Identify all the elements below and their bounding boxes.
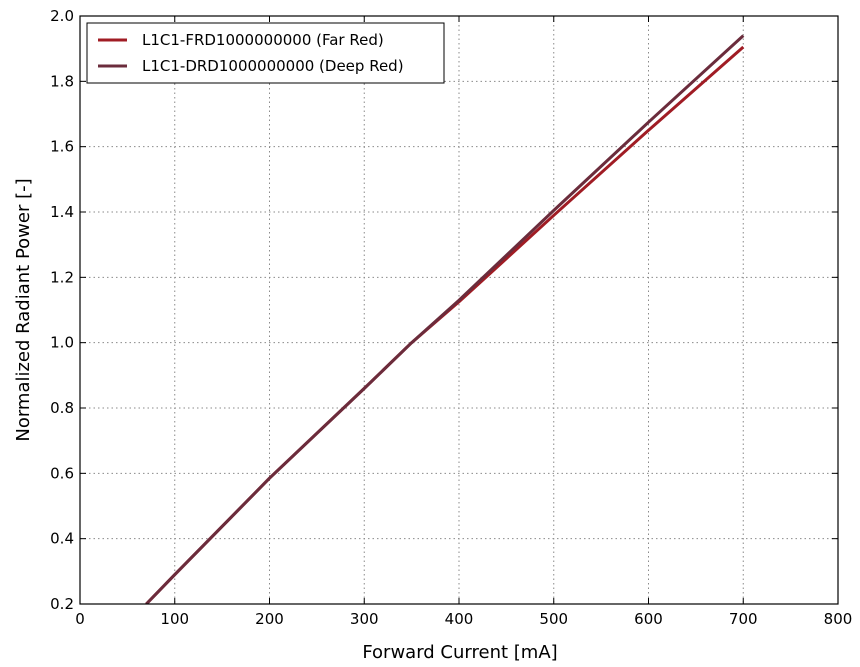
- x-tick-label: 500: [539, 610, 568, 628]
- x-tick-label: 0: [75, 610, 85, 628]
- series-line-1: [145, 45, 745, 604]
- y-axis-label: Normalized Radiant Power [-]: [13, 178, 34, 441]
- y-tick-label: 1.2: [50, 268, 74, 286]
- x-axis-label: Forward Current [mA]: [362, 642, 557, 663]
- y-tick-label: 1.8: [50, 72, 74, 90]
- y-tick-label: 1.4: [50, 203, 74, 221]
- y-tick-label: 1.0: [50, 334, 74, 352]
- x-tick-label: 800: [824, 610, 853, 628]
- y-tick-label: 0.4: [50, 530, 74, 548]
- legend-label: L1C1-FRD1000000000 (Far Red): [142, 31, 384, 49]
- legend: L1C1-FRD1000000000 (Far Red) L1C1-DRD1000…: [86, 22, 445, 84]
- x-tick-label: 100: [160, 610, 189, 628]
- grid: [80, 16, 838, 604]
- y-tick-label: 0.2: [50, 595, 74, 613]
- x-tick-label: 600: [634, 610, 663, 628]
- x-tick-label: 200: [255, 610, 284, 628]
- y-tick-label: 0.6: [50, 464, 74, 482]
- series-line-2: [145, 34, 745, 604]
- y-tick-label: 2.0: [50, 7, 74, 25]
- x-tick-label: 300: [350, 610, 379, 628]
- legend-box: [86, 22, 445, 84]
- series-layer: [145, 34, 745, 604]
- x-tick-label: 700: [729, 610, 758, 628]
- ticks: 0 100 200 300 400 500 600 700 800 0.2 0.4 0.6 0.8 1.0…: [50, 7, 852, 628]
- y-tick-label: 0.8: [50, 399, 74, 417]
- y-tick-label: 1.6: [50, 138, 74, 156]
- x-tick-label: 400: [445, 610, 474, 628]
- legend-label: L1C1-DRD1000000000 (Deep Red): [142, 57, 404, 75]
